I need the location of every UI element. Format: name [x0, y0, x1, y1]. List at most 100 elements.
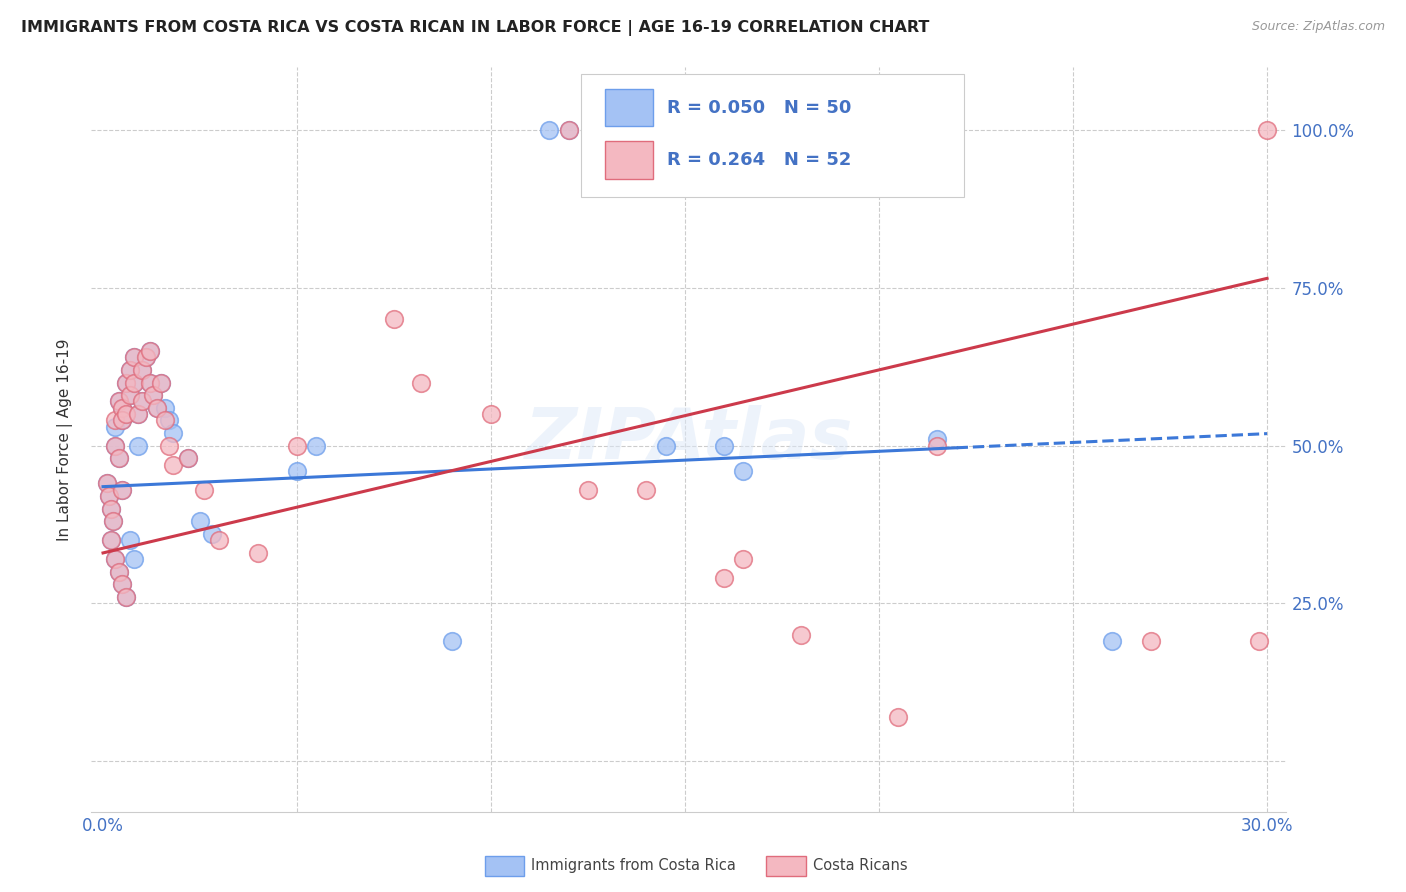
Point: [96, 476, 118, 491]
Point: [927, 433, 949, 447]
Point: [104, 413, 127, 427]
Point: [111, 577, 134, 591]
Point: [107, 394, 129, 409]
Point: [101, 514, 124, 528]
Point: [142, 388, 165, 402]
Point: [733, 552, 755, 566]
Point: [208, 533, 231, 548]
Point: [142, 388, 165, 402]
Point: [120, 388, 142, 402]
Point: [115, 407, 138, 421]
Point: [636, 483, 658, 497]
Point: [1139, 634, 1161, 648]
Point: [131, 363, 153, 377]
Point: [120, 388, 142, 402]
Point: [285, 439, 308, 453]
Point: [100, 533, 122, 548]
Point: [122, 351, 145, 365]
Point: [887, 710, 910, 724]
Point: [157, 413, 180, 427]
Point: [153, 401, 176, 415]
Point: [111, 413, 134, 427]
Point: [120, 363, 142, 377]
Text: Immigrants from Costa Rica: Immigrants from Costa Rica: [531, 858, 737, 872]
Point: [111, 577, 134, 591]
Point: [479, 407, 502, 421]
Point: [120, 533, 142, 548]
Point: [411, 376, 433, 390]
Point: [557, 123, 579, 137]
Point: [120, 363, 142, 377]
Text: ZIPAtlas: ZIPAtlas: [524, 405, 853, 474]
Point: [247, 546, 270, 560]
Point: [153, 413, 176, 427]
Point: [790, 628, 813, 642]
Point: [104, 439, 127, 453]
Point: [122, 376, 145, 390]
FancyBboxPatch shape: [605, 141, 652, 178]
Point: [557, 123, 579, 137]
Point: [101, 514, 124, 528]
Point: [146, 401, 169, 415]
Point: [104, 439, 127, 453]
Point: [115, 590, 138, 604]
Point: [127, 439, 149, 453]
Point: [654, 439, 676, 453]
Point: [146, 401, 169, 415]
Text: IMMIGRANTS FROM COSTA RICA VS COSTA RICAN IN LABOR FORCE | AGE 16-19 CORRELATION: IMMIGRANTS FROM COSTA RICA VS COSTA RICA…: [21, 20, 929, 36]
Point: [115, 407, 138, 421]
Point: [150, 376, 173, 390]
Y-axis label: In Labor Force | Age 16-19: In Labor Force | Age 16-19: [56, 338, 73, 541]
Point: [111, 401, 134, 415]
Point: [138, 376, 160, 390]
Point: [104, 552, 127, 566]
Point: [138, 376, 160, 390]
Point: [96, 476, 118, 491]
Point: [441, 634, 464, 648]
Point: [1101, 634, 1123, 648]
Point: [150, 376, 173, 390]
Point: [115, 376, 138, 390]
Point: [135, 351, 157, 365]
Point: [111, 413, 134, 427]
Point: [111, 483, 134, 497]
Point: [111, 483, 134, 497]
Point: [115, 376, 138, 390]
Point: [138, 343, 160, 358]
FancyBboxPatch shape: [582, 74, 965, 197]
Point: [1256, 123, 1278, 137]
Point: [131, 394, 153, 409]
Point: [135, 351, 157, 365]
Point: [157, 439, 180, 453]
Point: [713, 439, 735, 453]
Point: [107, 565, 129, 579]
Point: [131, 363, 153, 377]
Point: [733, 464, 755, 478]
Point: [162, 425, 184, 440]
Point: [97, 489, 120, 503]
Point: [162, 458, 184, 472]
Point: [107, 451, 129, 466]
Point: [576, 483, 599, 497]
Point: [100, 533, 122, 548]
Point: [107, 451, 129, 466]
Text: R = 0.264   N = 52: R = 0.264 N = 52: [668, 151, 852, 169]
FancyBboxPatch shape: [605, 89, 652, 127]
Text: R = 0.050   N = 50: R = 0.050 N = 50: [668, 99, 852, 117]
Point: [122, 351, 145, 365]
Text: Costa Ricans: Costa Ricans: [813, 858, 907, 872]
Point: [193, 483, 215, 497]
Point: [111, 401, 134, 415]
Point: [131, 394, 153, 409]
Point: [188, 514, 211, 528]
Point: [927, 439, 949, 453]
Text: Source: ZipAtlas.com: Source: ZipAtlas.com: [1251, 20, 1385, 33]
Point: [122, 552, 145, 566]
Point: [100, 501, 122, 516]
Point: [285, 464, 308, 478]
Point: [122, 376, 145, 390]
Point: [115, 590, 138, 604]
Point: [97, 489, 120, 503]
Point: [201, 527, 224, 541]
Point: [127, 407, 149, 421]
